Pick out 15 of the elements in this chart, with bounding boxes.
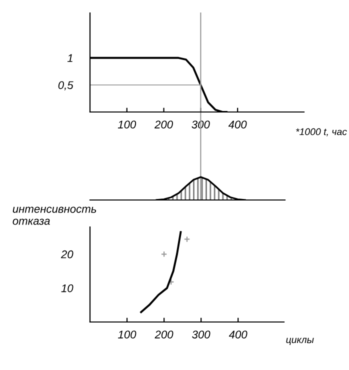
x-tick-label: 400 xyxy=(228,330,248,338)
x-tick-label: 200 xyxy=(154,330,174,338)
x-tick-label: 300 xyxy=(192,330,210,338)
y-axis-title: интенсивность отказа xyxy=(12,206,96,225)
y-tick-label: 1 xyxy=(67,54,72,62)
x-axis-title: циклы xyxy=(286,338,314,345)
y-tick-label: 20 xyxy=(60,250,74,258)
x-tick-label: 100 xyxy=(118,120,136,128)
x-tick-label: 400 xyxy=(228,120,247,128)
x-tick-label: 300 xyxy=(192,120,210,128)
y-tick-label: 10 xyxy=(61,284,74,292)
x-tick-label: 100 xyxy=(118,330,136,338)
x-axis-title: *1000 t, час xyxy=(296,128,347,136)
y-tick-label: 0,5 xyxy=(58,81,74,90)
x-tick-label: 200 xyxy=(154,120,173,128)
